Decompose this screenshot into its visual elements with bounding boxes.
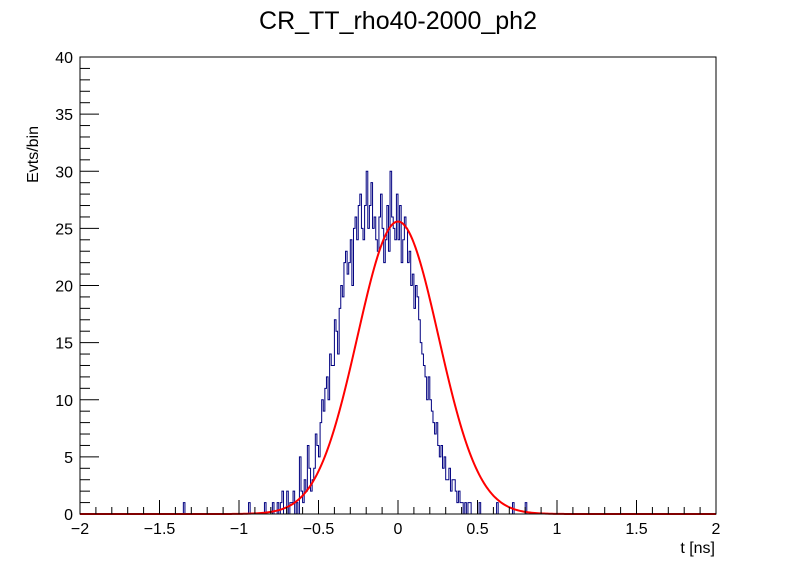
y-tick-label: 40 — [55, 50, 73, 67]
y-tick-label: 15 — [55, 336, 73, 353]
chart-title: CR_TT_rho40-2000_ph2 — [259, 7, 537, 35]
gaussian-fit-curve — [80, 220, 716, 515]
x-tick-label: −2 — [71, 521, 89, 538]
x-tick-label: 2 — [712, 521, 721, 538]
y-tick-label: 0 — [64, 507, 73, 524]
x-tick-label: −1 — [230, 521, 248, 538]
x-tick-label: −0.5 — [303, 521, 335, 538]
x-tick-label: −1.5 — [144, 521, 176, 538]
x-tick-label: 1.5 — [625, 521, 647, 538]
y-tick-label: 35 — [55, 107, 73, 124]
y-tick-label: 30 — [55, 164, 73, 181]
x-tick-label: 0 — [394, 521, 403, 538]
x-tick-label: 1 — [553, 521, 562, 538]
x-axis-title: t [ns] — [680, 540, 715, 557]
y-axis-title: Evts/bin — [25, 126, 42, 183]
histogram-layer — [80, 170, 716, 515]
y-tick-label: 10 — [55, 393, 73, 410]
y-axis: 0 5 10 15 20 25 30 35 40 — [55, 50, 99, 524]
x-tick-label: 0.5 — [466, 521, 488, 538]
fit-curve-layer — [80, 220, 716, 515]
histogram-steps — [80, 170, 716, 515]
x-axis: −2 −1.5 −1 −0.5 0 0.5 1 1.5 2 — [71, 500, 721, 538]
y-tick-label: 5 — [64, 450, 73, 467]
plot-frame — [79, 56, 717, 515]
y-tick-label: 25 — [55, 221, 73, 238]
y-tick-label: 20 — [55, 279, 73, 296]
